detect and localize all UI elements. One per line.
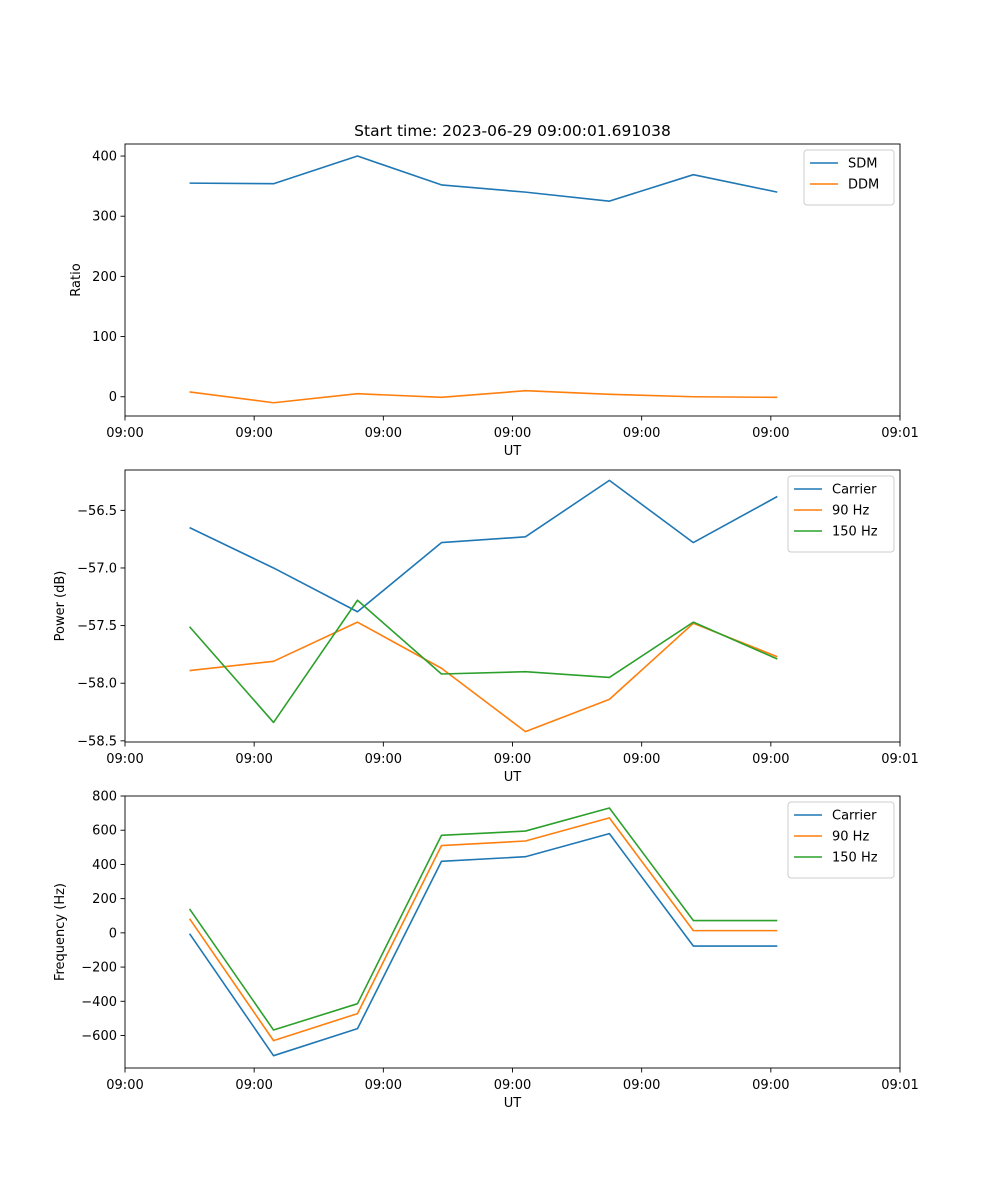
legend-label: 90 Hz bbox=[832, 504, 869, 519]
y-axis-label: Ratio bbox=[69, 263, 84, 296]
y-tick-label: 0 bbox=[109, 926, 117, 941]
x-axis-label: UT bbox=[504, 444, 522, 459]
series-line-2 bbox=[188, 817, 778, 1042]
x-tick-label: 09:00 bbox=[106, 752, 143, 767]
y-tick-label: 300 bbox=[92, 210, 117, 225]
legend: Carrier 90 Hz 150 Hz bbox=[787, 801, 895, 879]
series-line-2 bbox=[189, 389, 778, 404]
y-tick-label: 400 bbox=[92, 150, 117, 165]
figure-title: Start time: 2023-06-29 09:00:01.691038 bbox=[354, 122, 671, 140]
y-axis-label: Power (dB) bbox=[53, 571, 68, 642]
x-tick-label: 09:00 bbox=[365, 752, 402, 767]
x-tick-label: 09:00 bbox=[365, 426, 402, 441]
subplot-2: 09:00 09:00 09:00 09:00 09:00 09:00 09:01 −58.5… bbox=[53, 469, 919, 785]
y-tick-label: −600 bbox=[81, 1029, 117, 1044]
x-tick-label: 09:00 bbox=[752, 1078, 789, 1093]
legend-label: 150 Hz bbox=[832, 525, 878, 540]
y-tick-label: −56.5 bbox=[77, 504, 117, 519]
y-tick-label: −57.0 bbox=[77, 561, 117, 576]
y-tick-label: 200 bbox=[92, 892, 117, 907]
x-tick-label: 09:00 bbox=[494, 1078, 531, 1093]
x-tick-label: 09:00 bbox=[752, 426, 789, 441]
x-tick-label: 09:01 bbox=[881, 426, 918, 441]
subplot-3: 09:00 09:00 09:00 09:00 09:00 09:00 09:01 −600 −… bbox=[53, 790, 919, 1112]
legend-label: 90 Hz bbox=[832, 830, 869, 845]
legend: Carrier 90 Hz 150 Hz bbox=[787, 475, 895, 553]
y-tick-label: −400 bbox=[81, 995, 117, 1010]
x-axis-label: UT bbox=[504, 770, 522, 785]
x-tick-label: 09:00 bbox=[235, 752, 272, 767]
x-tick-label: 09:00 bbox=[106, 426, 143, 441]
y-tick-label: 600 bbox=[92, 824, 117, 839]
x-tick-label: 09:00 bbox=[235, 426, 272, 441]
legend-label: SDM bbox=[848, 157, 877, 172]
axes-frame bbox=[124, 795, 901, 1069]
series-line-1 bbox=[189, 155, 778, 202]
x-tick-label: 09:00 bbox=[106, 1078, 143, 1093]
series-line-2 bbox=[189, 621, 778, 733]
y-tick-label: 400 bbox=[92, 858, 117, 873]
y-tick-label: 100 bbox=[92, 330, 117, 345]
legend: SDM DDM bbox=[803, 149, 895, 206]
x-tick-label: 09:00 bbox=[235, 1078, 272, 1093]
y-tick-label: 0 bbox=[109, 390, 117, 405]
x-tick-label: 09:01 bbox=[881, 1078, 918, 1093]
series-line-3 bbox=[188, 599, 778, 724]
x-tick-label: 09:00 bbox=[623, 752, 660, 767]
legend-box bbox=[787, 801, 895, 879]
subplot-1: 09:00 09:00 09:00 09:00 09:00 09:00 09:01 0 100 2… bbox=[69, 143, 919, 459]
axes-frame bbox=[124, 469, 901, 743]
x-tick-label: 09:01 bbox=[881, 752, 918, 767]
x-tick-label: 09:00 bbox=[365, 1078, 402, 1093]
subplots: 09:00 09:00 09:00 09:00 09:00 09:00 09:01 0 100 2… bbox=[53, 143, 919, 1112]
series-line-3 bbox=[188, 807, 778, 1031]
series-line-1 bbox=[188, 832, 778, 1057]
y-tick-label: 800 bbox=[92, 790, 117, 805]
x-tick-label: 09:00 bbox=[623, 1078, 660, 1093]
x-tick-label: 09:00 bbox=[494, 426, 531, 441]
y-tick-label: −58.5 bbox=[77, 734, 117, 749]
y-tick-label: −57.5 bbox=[77, 619, 117, 634]
legend-label: Carrier bbox=[832, 483, 877, 498]
x-axis-label: UT bbox=[504, 1096, 522, 1111]
series-line-1 bbox=[189, 479, 778, 613]
legend-label: 150 Hz bbox=[832, 851, 878, 866]
x-tick-label: 09:00 bbox=[494, 752, 531, 767]
x-tick-label: 09:00 bbox=[623, 426, 660, 441]
y-tick-label: −58.0 bbox=[77, 677, 117, 692]
axes-frame bbox=[124, 143, 901, 417]
legend-box bbox=[787, 475, 895, 553]
x-tick-label: 09:00 bbox=[752, 752, 789, 767]
legend-label: DDM bbox=[848, 178, 879, 193]
y-tick-label: −200 bbox=[81, 961, 117, 976]
y-tick-label: 200 bbox=[92, 270, 117, 285]
y-axis-label: Frequency (Hz) bbox=[53, 883, 68, 981]
legend-label: Carrier bbox=[832, 809, 877, 824]
